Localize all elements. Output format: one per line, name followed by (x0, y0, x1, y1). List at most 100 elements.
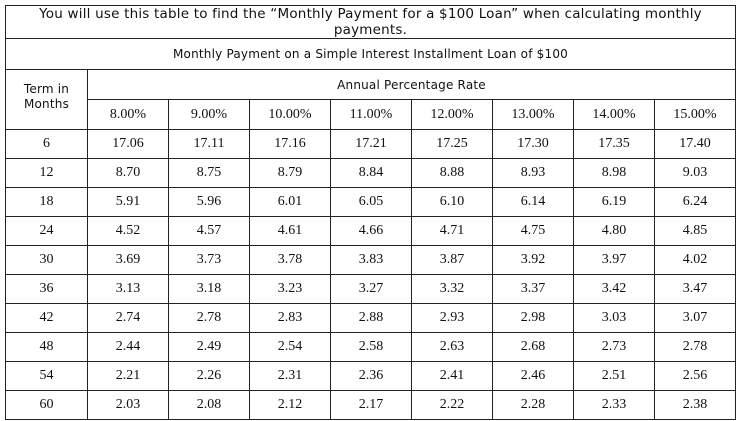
payment-cell: 2.49 (168, 332, 250, 362)
payment-cell: 17.11 (168, 129, 250, 159)
payment-cell: 2.12 (249, 390, 331, 420)
payment-cell: 3.69 (87, 245, 169, 275)
payment-cell: 4.71 (411, 216, 493, 246)
payment-cell: 2.44 (87, 332, 169, 362)
rate-cell: 8.00% (87, 99, 169, 130)
payment-cell: 2.58 (330, 332, 412, 362)
payment-cell: 6.24 (654, 187, 736, 217)
payment-cell: 3.37 (492, 274, 574, 304)
table-caption: Monthly Payment on a Simple Interest Ins… (5, 38, 736, 70)
payment-cell: 3.03 (573, 303, 655, 333)
term-cell: 6 (5, 129, 88, 159)
payment-cell: 3.27 (330, 274, 412, 304)
payment-cell: 8.79 (249, 158, 331, 188)
payment-cell: 2.26 (168, 361, 250, 391)
payment-cell: 5.91 (87, 187, 169, 217)
table-body: You will use this table to find the “Mon… (5, 5, 736, 420)
term-header: Term in Months (23, 82, 70, 111)
payment-cell: 4.80 (573, 216, 655, 246)
payment-cell: 3.42 (573, 274, 655, 304)
payment-cell: 4.02 (654, 245, 736, 275)
rate-cell: 10.00% (249, 99, 331, 130)
loan-table: You will use this table to find the “Mon… (5, 5, 736, 420)
payment-cell: 4.57 (168, 216, 250, 246)
payment-cell: 8.93 (492, 158, 574, 188)
payment-cell: 17.40 (654, 129, 736, 159)
rate-cell: 13.00% (492, 99, 574, 130)
rate-cell: 9.00% (168, 99, 250, 130)
term-cell: 42 (5, 303, 88, 333)
payment-cell: 2.51 (573, 361, 655, 391)
payment-cell: 2.56 (654, 361, 736, 391)
data-row: 54 2.21 2.26 2.31 2.36 2.41 2.46 2.51 2.56 (5, 361, 736, 391)
payment-cell: 2.17 (330, 390, 412, 420)
payment-cell: 8.70 (87, 158, 169, 188)
payment-cell: 17.21 (330, 129, 412, 159)
payment-cell: 3.73 (168, 245, 250, 275)
payment-cell: 5.96 (168, 187, 250, 217)
payment-cell: 4.66 (330, 216, 412, 246)
data-row: 60 2.03 2.08 2.12 2.17 2.22 2.28 2.33 2.38 (5, 390, 736, 420)
payment-cell: 9.03 (654, 158, 736, 188)
payment-cell: 2.54 (249, 332, 331, 362)
payment-cell: 2.22 (411, 390, 493, 420)
payment-cell: 2.63 (411, 332, 493, 362)
payment-cell: 3.83 (330, 245, 412, 275)
payment-cell: 2.31 (249, 361, 331, 391)
payment-cell: 6.19 (573, 187, 655, 217)
payment-cell: 3.32 (411, 274, 493, 304)
term-cell: 18 (5, 187, 88, 217)
payment-cell: 8.84 (330, 158, 412, 188)
payment-cell: 6.01 (249, 187, 331, 217)
term-cell: 36 (5, 274, 88, 304)
payment-cell: 2.98 (492, 303, 574, 333)
payment-cell: 2.33 (573, 390, 655, 420)
payment-cell: 2.08 (168, 390, 250, 420)
title-row: You will use this table to find the “Mon… (5, 5, 736, 39)
payment-cell: 3.18 (168, 274, 250, 304)
payment-cell: 17.16 (249, 129, 331, 159)
payment-cell: 2.46 (492, 361, 574, 391)
data-row: 18 5.91 5.96 6.01 6.05 6.10 6.14 6.19 6.24 (5, 187, 736, 217)
payment-cell: 2.68 (492, 332, 574, 362)
header-row: Term in Months Annual Percentage Rate (5, 69, 736, 130)
payment-cell: 2.03 (87, 390, 169, 420)
payment-cell: 3.78 (249, 245, 331, 275)
payment-cell: 17.35 (573, 129, 655, 159)
rate-row: 8.00% 9.00% 10.00% 11.00% 12.00% 13.00% 14.00%… (6, 99, 736, 130)
payment-cell: 3.07 (654, 303, 736, 333)
data-row: 12 8.70 8.75 8.79 8.84 8.88 8.93 8.98 9.03 (5, 158, 736, 188)
data-row: 30 3.69 3.73 3.78 3.83 3.87 3.92 3.97 4.02 (5, 245, 736, 275)
payment-cell: 3.97 (573, 245, 655, 275)
data-row: 36 3.13 3.18 3.23 3.27 3.32 3.37 3.42 3.47 (5, 274, 736, 304)
term-cell: 60 (5, 390, 88, 420)
data-row: 6 17.06 17.11 17.16 17.21 17.25 17.30 17.35 17.4… (5, 129, 736, 159)
payment-cell: 2.88 (330, 303, 412, 333)
term-cell: 30 (5, 245, 88, 275)
term-cell: 48 (5, 332, 88, 362)
payment-cell: 3.13 (87, 274, 169, 304)
payment-cell: 6.10 (411, 187, 493, 217)
rate-cell: 11.00% (330, 99, 412, 130)
payment-cell: 3.47 (654, 274, 736, 304)
payment-cell: 2.41 (411, 361, 493, 391)
rate-cell: 12.00% (411, 99, 493, 130)
payment-cell: 2.78 (168, 303, 250, 333)
payment-cell: 3.87 (411, 245, 493, 275)
payment-cell: 4.75 (492, 216, 574, 246)
rate-cell: 14.00% (573, 99, 655, 130)
payment-cell: 17.06 (87, 129, 169, 159)
caption-row: Monthly Payment on a Simple Interest Ins… (5, 38, 736, 70)
rate-cell: 15.00% (654, 99, 736, 130)
term-cell: 12 (5, 158, 88, 188)
payment-cell: 2.74 (87, 303, 169, 333)
payment-cell: 4.85 (654, 216, 736, 246)
payment-cell: 2.83 (249, 303, 331, 333)
payment-cell: 2.21 (87, 361, 169, 391)
data-row: 24 4.52 4.57 4.61 4.66 4.71 4.75 4.80 4.85 (5, 216, 736, 246)
payment-cell: 2.38 (654, 390, 736, 420)
payment-cell: 8.75 (168, 158, 250, 188)
term-cell: 24 (5, 216, 88, 246)
rate-header: Annual Percentage Rate (87, 69, 736, 100)
term-header-cell: Term in Months (5, 69, 88, 130)
